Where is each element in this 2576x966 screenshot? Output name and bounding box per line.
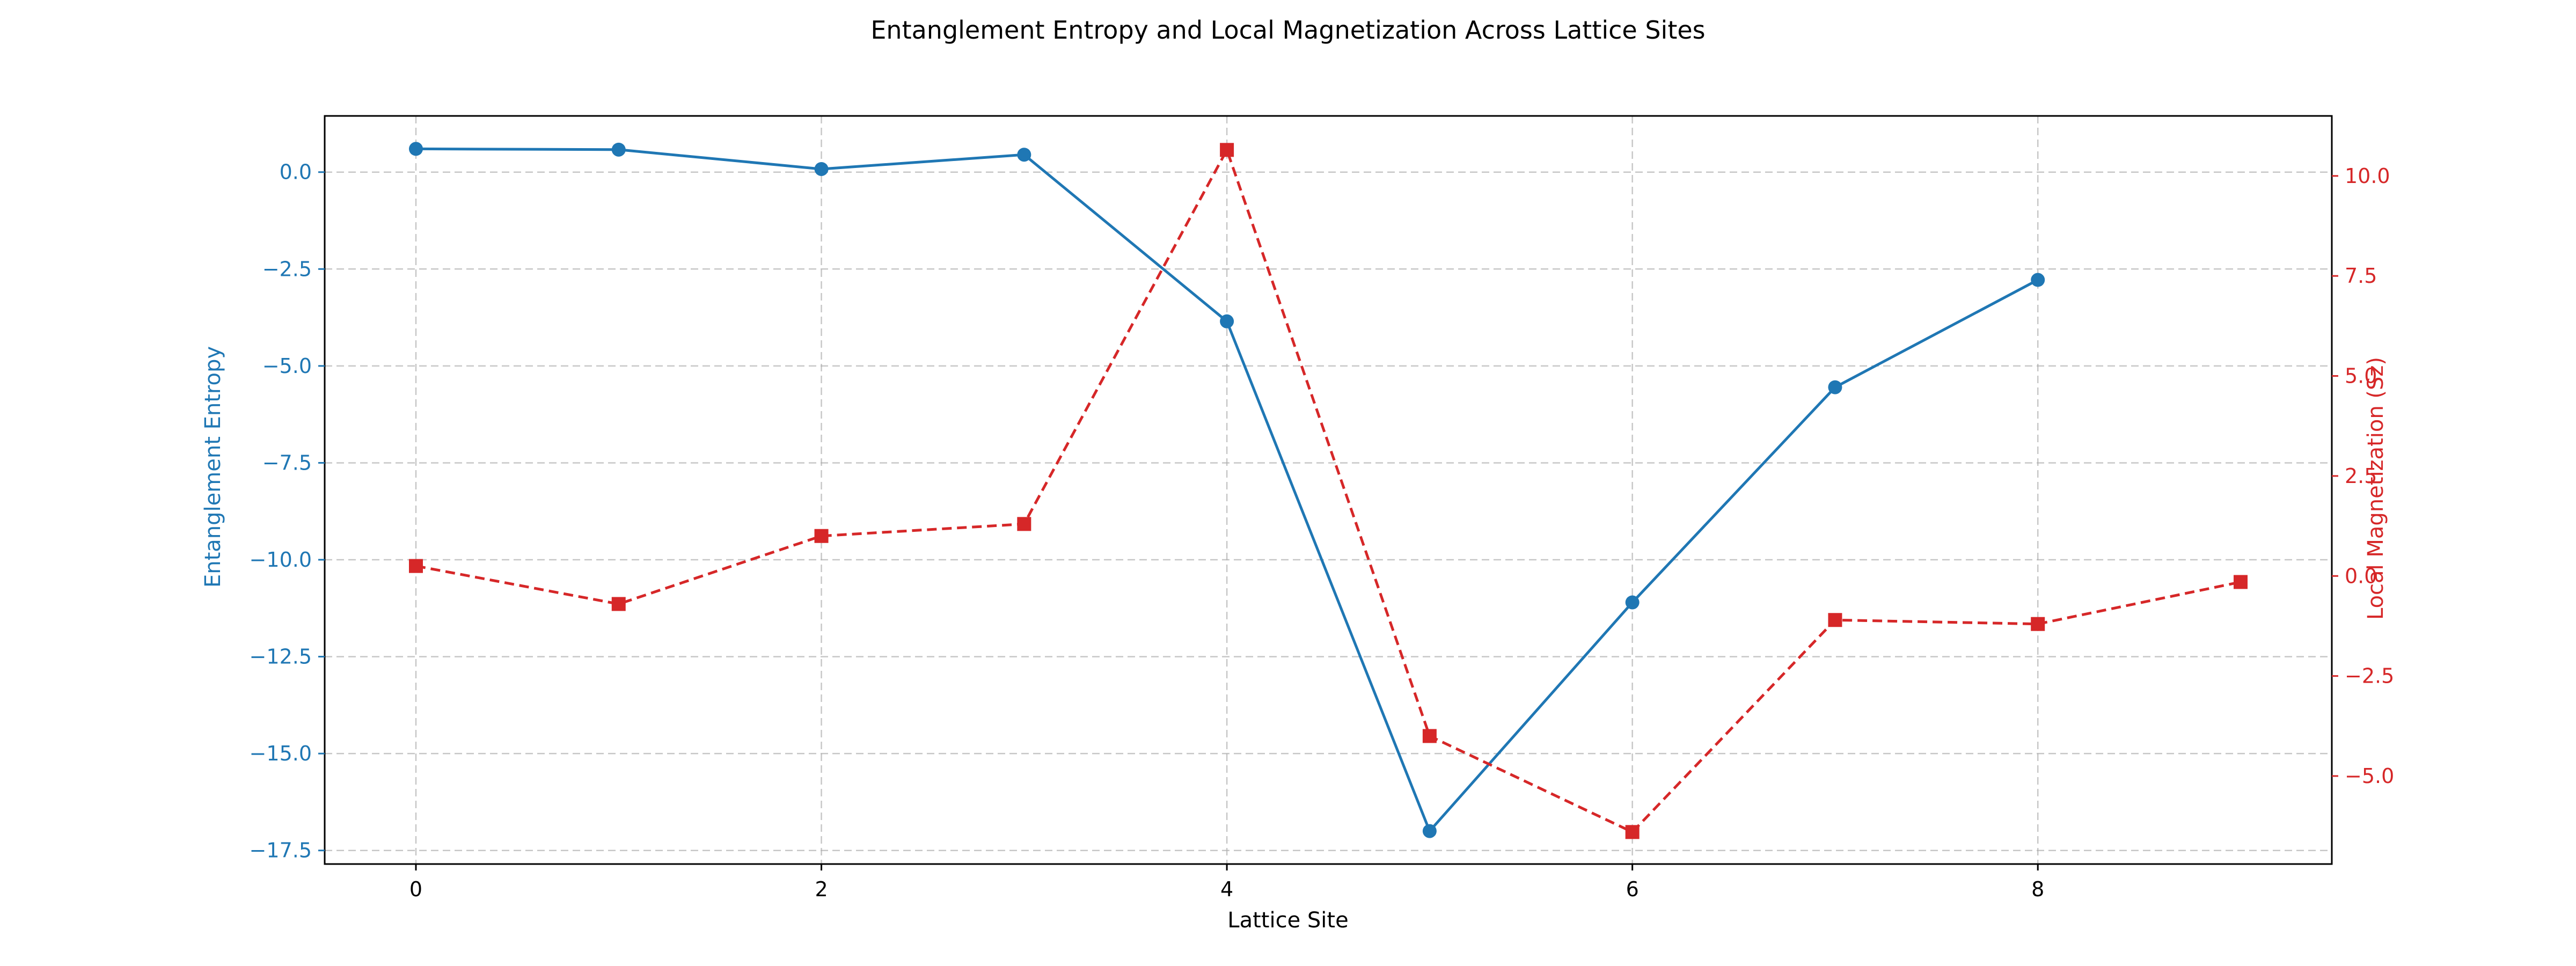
x-tick-label: 6 [1626,877,1639,901]
right-tick-label: −2.5 [2345,664,2394,688]
x-tick-label: 4 [1220,877,1233,901]
series-2-point [1828,613,1842,627]
series-2-point [1422,729,1437,743]
series-1-point [611,142,626,157]
series-1-point [409,142,423,156]
series-2-point [1625,825,1640,839]
series-2-point [409,559,423,573]
x-tick-label: 0 [409,877,422,901]
x-tick-label: 8 [2031,877,2044,901]
right-tick-label: 0.0 [2345,564,2377,588]
left-tick-label: 0.0 [280,160,312,184]
left-tick-label: −12.5 [250,645,312,669]
grid [325,116,2332,864]
series-1-point [1625,595,1640,610]
left-tick-label: −15.0 [250,742,312,765]
series-2-point [1220,143,1234,157]
right-tick-label: 5.0 [2345,364,2377,388]
left-tick-label: −10.0 [250,548,312,572]
left-axis-ticks: 0.0 −2.5 −5.0 −7.5 −10.0 −12.5 −15.0 −17.5 [250,160,325,862]
series-1-point [1828,380,1842,394]
left-tick-label: −7.5 [262,451,312,474]
x-axis-ticks: 0 2 4 6 8 [409,864,2044,901]
right-axis-label: Local Magnetization (Sz) [2363,357,2388,620]
series-2-point [2234,575,2248,589]
series-2-point [814,529,829,543]
left-axis-label: Entanglement Entropy [201,346,225,588]
series-2-point [611,597,626,611]
x-axis-label: Lattice Site [1227,908,1348,933]
right-tick-label: 10.0 [2345,164,2390,188]
chart-title: Entanglement Entropy and Local Magnetiza… [870,16,1705,45]
left-tick-label: −2.5 [262,257,312,281]
series-1-point [1017,148,1031,162]
series-2-point [1017,517,1031,531]
series-1-point [814,162,829,176]
series-1-point [1422,824,1437,838]
left-tick-label: −17.5 [250,839,312,862]
right-tick-label: −5.0 [2345,764,2394,788]
left-tick-label: −5.0 [262,354,312,378]
plot-frame [324,115,2333,865]
series-layer [409,142,2248,839]
series-2-point [2031,617,2045,631]
x-tick-label: 2 [815,877,828,901]
right-axis-ticks: 10.0 7.5 5.0 2.5 0.0 −2.5 −5.0 [2332,164,2394,788]
series-1-point [1220,314,1234,328]
right-tick-label: 2.5 [2345,464,2377,488]
series-1-point [2031,273,2045,287]
series-2-line [415,148,2241,833]
right-tick-label: 7.5 [2345,264,2377,288]
